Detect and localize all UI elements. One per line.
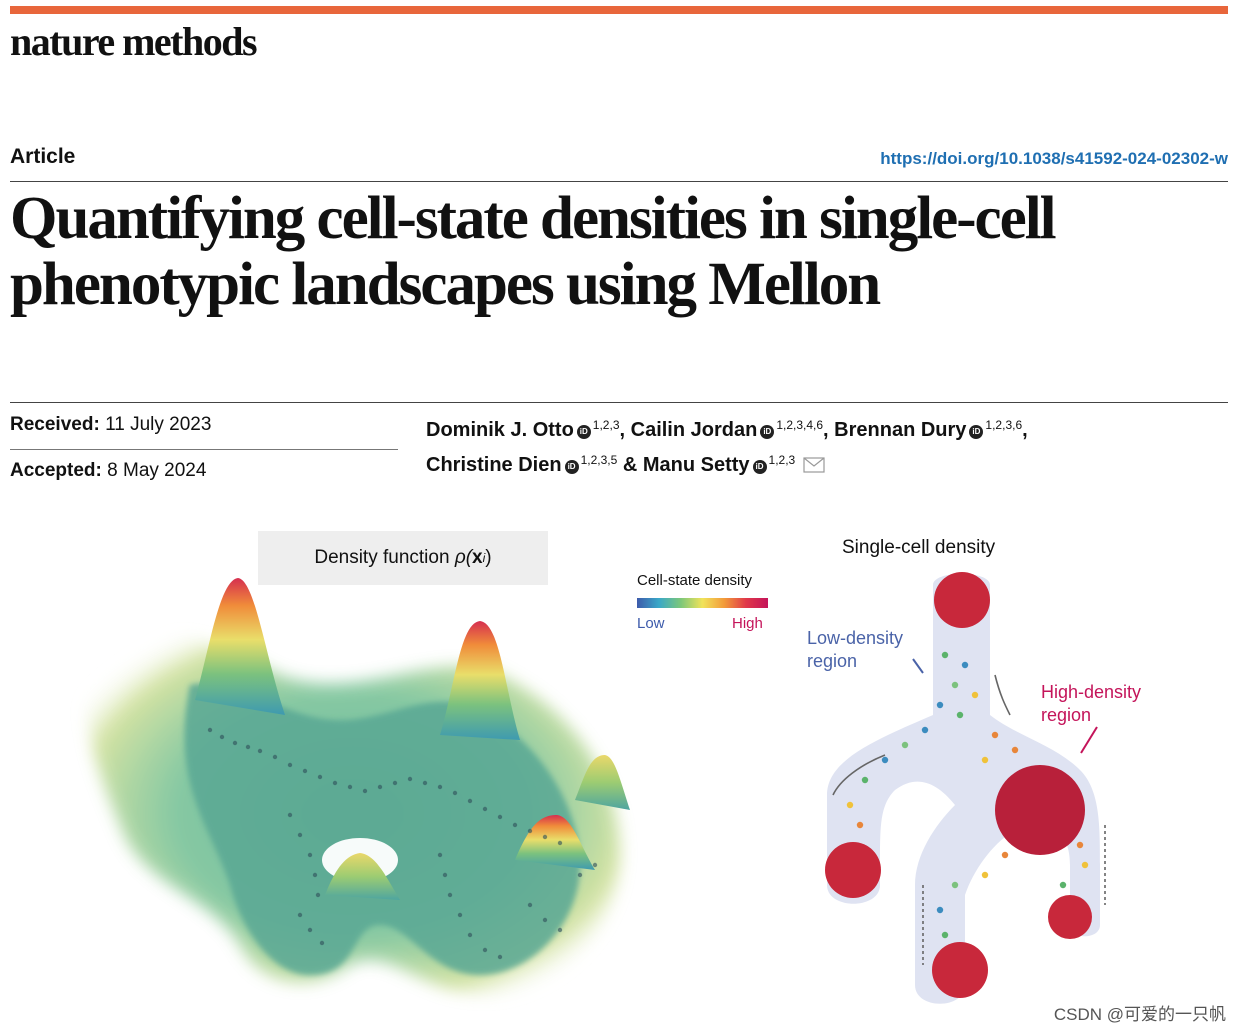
author-name[interactable]: Brennan Dury xyxy=(834,419,967,441)
doi-link[interactable]: https://doi.org/10.1038/s41592-024-02302… xyxy=(880,149,1228,168)
accepted-value: 8 May 2024 xyxy=(107,460,207,481)
single-cell-density-title: Single-cell density xyxy=(842,537,996,558)
accepted-label: Accepted: xyxy=(10,460,102,481)
dates-divider xyxy=(10,449,398,450)
density-label-index: i xyxy=(482,551,486,565)
orcid-icon[interactable]: iD xyxy=(969,425,984,439)
author[interactable]: Manu Setty iD 1,2,3 xyxy=(642,453,796,476)
single-cell-trajectory-illustration xyxy=(825,572,1106,1004)
article-type: Article xyxy=(10,145,76,168)
author-list: Dominik J. Otto iD 1,2,3, Cailin Jordan iD 1… xyxy=(426,410,1226,480)
author-name[interactable]: Dominik J. Otto xyxy=(426,419,574,441)
received-label: Received: xyxy=(10,414,100,435)
author-name[interactable]: Christine Dien xyxy=(426,454,562,476)
orcid-icon[interactable]: iD xyxy=(760,425,775,439)
watermark: CSDN @可爱的一只帆 xyxy=(1053,1005,1226,1024)
author-affiliations: 1,2,3,5 xyxy=(580,453,618,467)
received-date: Received: 11 July 2023 xyxy=(10,414,211,436)
author-affiliations: 1,2,3 xyxy=(768,453,796,467)
density-label-close: ) xyxy=(485,547,492,568)
accepted-date: Accepted: 8 May 2024 xyxy=(10,460,206,482)
article-title: Quantifying cell-state densities in sing… xyxy=(10,185,1057,318)
density-label-text: Density function xyxy=(314,547,450,568)
author-separator: , xyxy=(823,419,835,441)
low-density-region-label: Low-density region xyxy=(807,628,904,671)
author-affiliations: 1,2,3,6 xyxy=(985,418,1023,432)
author-affiliations: 1,2,3 xyxy=(592,418,620,432)
orcid-icon[interactable]: iD xyxy=(576,425,591,439)
author[interactable]: Dominik J. Otto iD 1,2,3 xyxy=(426,418,620,441)
orcid-icon[interactable]: iD xyxy=(752,460,767,474)
high-density-region-label: High-density region xyxy=(1041,682,1142,725)
legend-high-label: High xyxy=(732,615,763,632)
density-label-rho: ρ( xyxy=(454,547,473,568)
legend-low-label: Low xyxy=(637,615,665,632)
mail-icon[interactable] xyxy=(803,457,825,473)
legend-colorbar xyxy=(637,598,768,608)
author[interactable]: Cailin Jordan iD 1,2,3,4,6 xyxy=(630,418,824,441)
density-landscape-illustration xyxy=(85,578,630,995)
legend-title: Cell-state density xyxy=(637,572,753,589)
density-label-x: x xyxy=(472,547,483,568)
author[interactable]: Christine Dien iD 1,2,3,5 xyxy=(426,453,618,476)
density-function-label: Density function ρ(x i) xyxy=(258,531,548,585)
author-name[interactable]: Cailin Jordan xyxy=(630,419,758,441)
author-separator: & xyxy=(617,454,643,476)
author-separator: , xyxy=(1022,419,1028,441)
orcid-icon[interactable]: iD xyxy=(564,460,579,474)
received-value: 11 July 2023 xyxy=(105,414,212,435)
author-name[interactable]: Manu Setty xyxy=(642,454,750,476)
journal-brand-bar xyxy=(10,6,1228,14)
journal-logo: nature methods xyxy=(10,19,258,64)
author[interactable]: Brennan Dury iD 1,2,3,6 xyxy=(834,418,1023,441)
author-separator: , xyxy=(619,419,631,441)
author-affiliations: 1,2,3,4,6 xyxy=(776,418,824,432)
title-divider xyxy=(10,402,1228,403)
header-divider xyxy=(10,181,1228,182)
